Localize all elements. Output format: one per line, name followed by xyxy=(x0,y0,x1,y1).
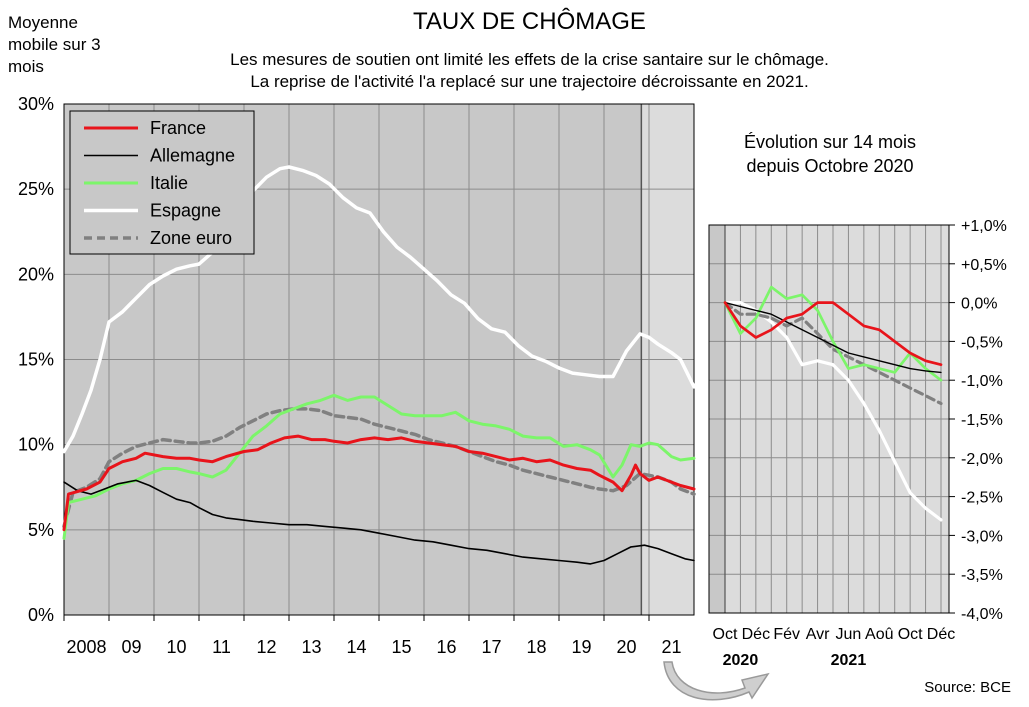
inset-plot-border xyxy=(708,224,950,614)
x-tick-label: 18 xyxy=(526,637,546,657)
x-tick-label: 12 xyxy=(256,637,276,657)
inset-year-label: 2020 xyxy=(723,652,759,669)
series-line-zone-euro xyxy=(62,407,696,529)
inset-x-tick-label: Oct xyxy=(898,626,923,643)
legend-label-espagne: Espagne xyxy=(150,201,221,221)
inset-series-line-france xyxy=(723,301,943,367)
y-axis-note: Moyenne mobile sur 3 mois xyxy=(8,13,101,76)
x-tick-label: 20 xyxy=(616,637,636,657)
inset-y-tick-label: -3,0% xyxy=(961,528,1003,545)
y-tick-label: 25% xyxy=(18,179,54,199)
inset-series-line-zone-euro xyxy=(723,301,943,406)
legend-label-france: France xyxy=(150,118,206,138)
inset-series-line-italie xyxy=(723,285,943,382)
inset-x-tick-label: Fév xyxy=(773,626,800,643)
inset-x-tick-label: Jun xyxy=(836,626,862,643)
inset-x-tick-label: Avr xyxy=(806,626,830,643)
y-tick-label: 5% xyxy=(28,520,54,540)
x-tick-label: 13 xyxy=(301,637,321,657)
inset-series-line-allemagne xyxy=(724,301,942,374)
x-tick-label: 21 xyxy=(661,637,681,657)
inset-y-tick-label: -4,0% xyxy=(961,606,1003,623)
y-tick-label: 20% xyxy=(18,264,54,284)
series-line-italie xyxy=(62,393,696,540)
inset-year-label: 2021 xyxy=(831,652,867,669)
series-line-france xyxy=(62,434,696,532)
inset-y-tick-label: +0,5% xyxy=(961,257,1007,274)
x-tick-label: 15 xyxy=(391,637,411,657)
x-tick-label: 2008 xyxy=(66,637,106,657)
inset-y-tick-label: -1,0% xyxy=(961,373,1003,390)
inset-y-tick-label: +1,0% xyxy=(961,218,1007,235)
inset-x-tick-label: Déc xyxy=(927,626,955,643)
inset-y-tick-label: -2,5% xyxy=(961,490,1003,507)
y-tick-label: 15% xyxy=(18,350,54,370)
inset-x-tick-label: Déc xyxy=(742,626,770,643)
chart-subtitle-line-1: Les mesures de soutien ont limité les ef… xyxy=(230,50,829,69)
inset-x-tick-label: Oct xyxy=(713,626,738,643)
inset-y-tick-label: -0,5% xyxy=(961,334,1003,351)
x-tick-label: 11 xyxy=(212,637,231,657)
x-tick-label: 14 xyxy=(346,637,366,657)
inset-chart-title: Évolution sur 14 mois depuis Octobre 202… xyxy=(743,132,917,176)
x-tick-label: 09 xyxy=(121,637,141,657)
plot-border xyxy=(63,103,695,616)
y-tick-label: 30% xyxy=(18,94,54,114)
chart-subtitle-line-2: La reprise de l'activité l'a replacé sur… xyxy=(250,72,809,91)
x-tick-label: 16 xyxy=(436,637,456,657)
x-tick-label: 10 xyxy=(166,637,186,657)
source-note: Source: BCE xyxy=(924,679,1011,696)
inset-y-tick-label: -2,0% xyxy=(961,451,1003,468)
series-line-espagne xyxy=(62,165,696,454)
chart-title: TAUX DE CHÔMAGE xyxy=(413,8,646,35)
x-tick-label: 17 xyxy=(481,637,501,657)
y-tick-label: 0% xyxy=(28,605,54,625)
legend-label-zone-euro: Zone euro xyxy=(150,228,232,248)
inset-y-tick-label: -3,5% xyxy=(961,567,1003,584)
x-tick-label: 19 xyxy=(571,637,591,657)
y-tick-label: 10% xyxy=(18,435,54,455)
series-line-allemagne xyxy=(63,479,695,565)
inset-y-tick-label: -1,5% xyxy=(961,412,1003,429)
inset-x-tick-label: Aoû xyxy=(865,626,893,643)
legend-label-allemagne: Allemagne xyxy=(150,146,235,166)
curved-arrow-icon xyxy=(663,661,770,701)
inset-y-tick-label: 0,0% xyxy=(961,296,997,313)
legend-label-italie: Italie xyxy=(150,173,188,193)
